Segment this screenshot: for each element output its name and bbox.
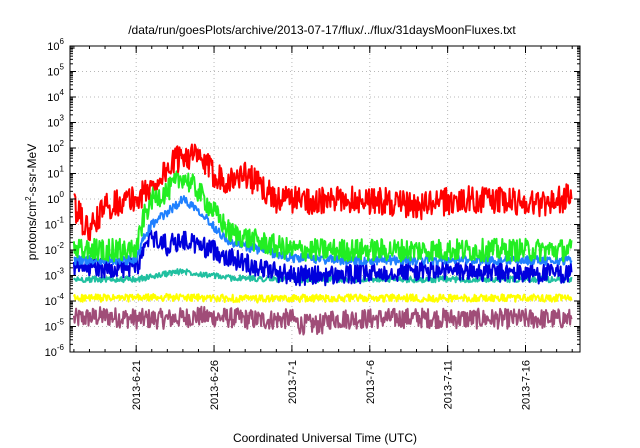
y-tick-base: 10 <box>47 118 59 130</box>
y-tick-base: 10 <box>45 245 57 257</box>
y-axis-label-pre: protons/cm <box>25 201 39 260</box>
y-tick-exp: 2 <box>60 139 65 148</box>
x-tick-label: 2013-7-16 <box>520 360 532 410</box>
y-tick-base: 10 <box>47 143 59 155</box>
series-line <box>72 170 573 263</box>
y-tick-exp: -6 <box>57 343 65 352</box>
series-layer <box>72 143 573 336</box>
y-tick-exp: 6 <box>60 37 65 46</box>
y-tick-base: 10 <box>45 271 57 283</box>
y-tick-exp: -3 <box>57 267 65 276</box>
y-tick-base: 10 <box>45 347 57 359</box>
x-tick-label: 2013-6-26 <box>209 360 221 410</box>
chart-title: /data/run/goesPlots/archive/2013-07-17/f… <box>128 23 516 37</box>
y-axis-label-post: -s-sr-MeV <box>25 144 39 197</box>
y-axis-label: protons/cm2-s-sr-MeV <box>24 144 39 260</box>
x-tick-label: 2013-7-6 <box>365 360 377 404</box>
y-tick-label: 10-6 <box>45 343 65 359</box>
y-tick-base: 10 <box>45 322 57 334</box>
y-tick-base: 10 <box>47 194 59 206</box>
y-tick-label: 10-2 <box>45 241 65 257</box>
y-tick-base: 10 <box>45 296 57 308</box>
y-tick-exp: 0 <box>60 190 65 199</box>
y-axis-label-sup: 2 <box>24 196 33 201</box>
y-tick-label: 102 <box>47 139 64 155</box>
y-tick-exp: 3 <box>60 114 65 123</box>
y-tick-label: 100 <box>47 190 64 206</box>
y-tick-label: 10-3 <box>45 267 65 283</box>
series-line <box>72 229 573 287</box>
series-line <box>72 292 573 304</box>
y-tick-base: 10 <box>47 169 59 181</box>
y-tick-label: 10-4 <box>45 292 65 308</box>
y-tick-exp: -4 <box>57 292 65 301</box>
y-tick-base: 10 <box>47 41 59 53</box>
y-tick-base: 10 <box>45 220 57 232</box>
y-tick-exp: 4 <box>60 88 65 97</box>
y-tick-label: 104 <box>47 88 64 104</box>
y-tick-label: 10-5 <box>45 318 65 334</box>
y-tick-exp: -5 <box>57 318 65 327</box>
y-tick-label: 10-1 <box>45 216 65 232</box>
y-tick-exp: 5 <box>60 63 65 72</box>
y-tick-label: 106 <box>47 37 64 53</box>
y-tick-label: 101 <box>47 165 64 181</box>
axes: 10-610-510-410-310-210-11001011021031041… <box>45 37 580 410</box>
x-tick-label: 2013-7-1 <box>287 360 299 404</box>
series-line <box>72 305 573 336</box>
series-line <box>73 143 573 242</box>
y-tick-label: 105 <box>47 63 64 79</box>
x-tick-label: 2013-7-11 <box>443 360 455 409</box>
y-tick-exp: 1 <box>60 165 65 174</box>
y-tick-base: 10 <box>47 92 59 104</box>
x-axis-label: Coordinated Universal Time (UTC) <box>233 431 417 445</box>
y-tick-label: 103 <box>47 114 64 130</box>
y-tick-base: 10 <box>47 67 59 79</box>
x-tick-label: 2013-6-21 <box>131 360 143 410</box>
y-tick-exp: -2 <box>57 241 65 250</box>
y-tick-exp: -1 <box>57 216 65 225</box>
